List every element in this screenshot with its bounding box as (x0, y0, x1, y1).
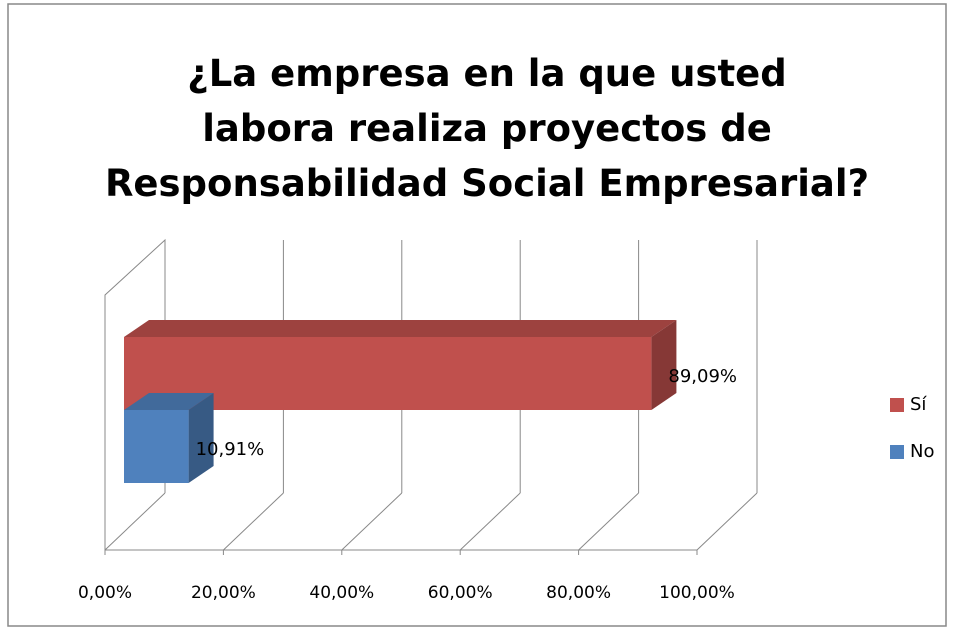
chart-title-line: Responsabilidad Social Empresarial? (105, 162, 869, 205)
floor-line (459, 492, 521, 551)
value-label: 89,09% (668, 366, 737, 387)
bar (124, 410, 189, 483)
floor-line (341, 492, 403, 551)
legend-swatch (890, 398, 904, 412)
bar-side (651, 320, 677, 410)
chart-title-line: ¿La empresa en la que usted (187, 52, 787, 95)
floor-line (578, 492, 639, 551)
floor-line (104, 492, 166, 551)
bar-side (188, 393, 214, 483)
legend-label: No (910, 441, 934, 462)
x-tick-label: 60,00% (428, 583, 493, 603)
chart-border (7, 3, 947, 627)
chart-title-line: labora realiza proyectos de (202, 107, 772, 150)
value-label: 10,91% (196, 439, 265, 460)
x-tick-label: 0,00% (78, 583, 132, 603)
chart-title: ¿La empresa en la que usted labora realiz… (105, 52, 869, 205)
floor-line (223, 492, 284, 551)
bar-top (124, 320, 677, 337)
x-tick-label: 100,00% (659, 583, 735, 603)
bar-top (124, 393, 214, 410)
legend-swatch (890, 445, 904, 459)
x-tick-label: 40,00% (309, 583, 374, 603)
x-tick-label: 20,00% (191, 583, 256, 603)
floor-line (696, 492, 758, 551)
x-tick-label: 80,00% (546, 583, 611, 603)
legend-label: Sí (910, 394, 927, 415)
